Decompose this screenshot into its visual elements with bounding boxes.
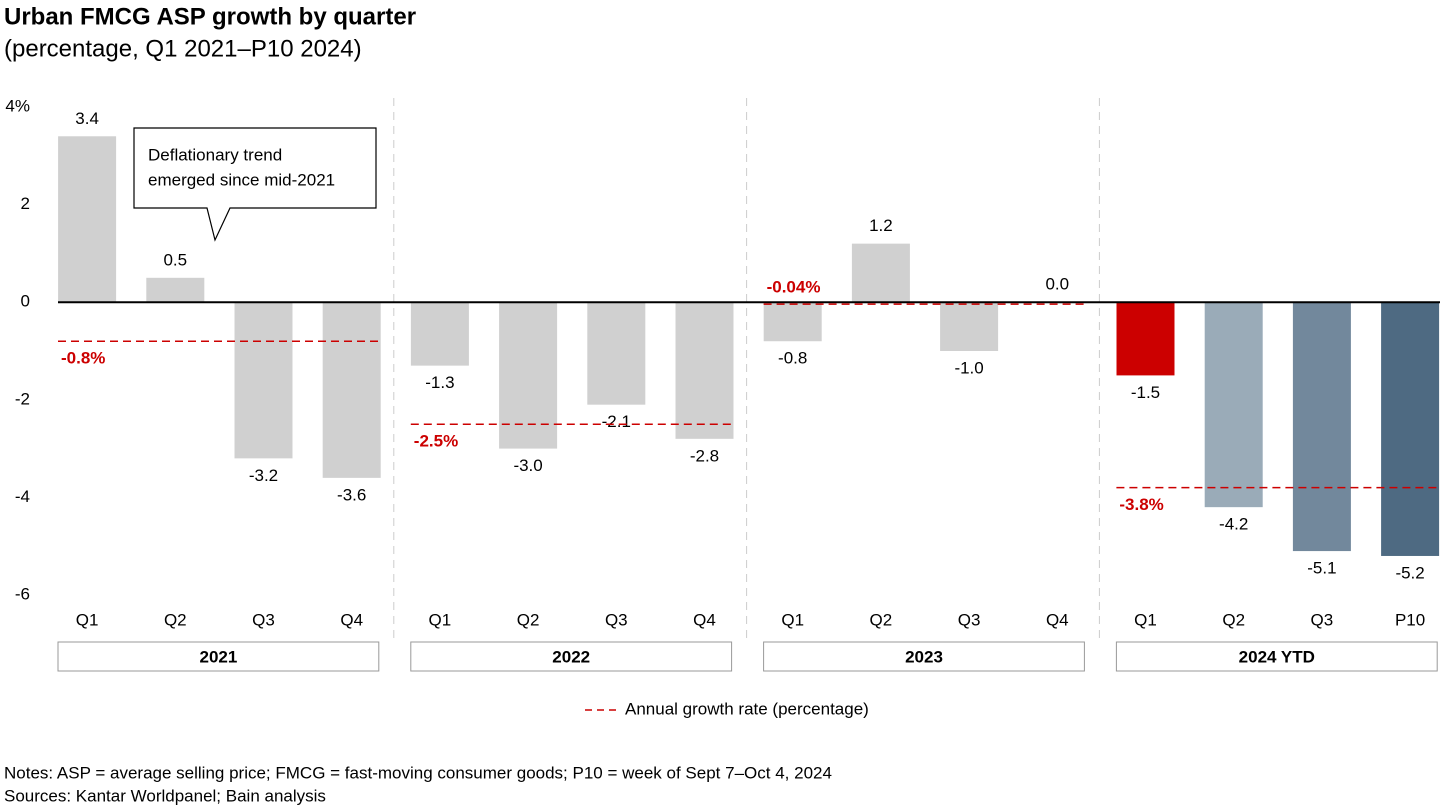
value-label: -1.5 [1131, 383, 1160, 402]
bar [234, 302, 293, 459]
chart-subtitle: (percentage, Q1 2021–P10 2024) [4, 35, 362, 62]
value-label: -5.1 [1307, 559, 1336, 578]
chart-title: Urban FMCG ASP growth by quarter [4, 3, 416, 30]
value-label: 0.0 [1045, 275, 1069, 294]
value-label: -4.2 [1219, 515, 1248, 534]
bar [499, 302, 558, 449]
bar [1292, 302, 1351, 552]
annual-rate-label: -3.8% [1119, 495, 1163, 514]
y-tick-label: 4% [5, 96, 30, 115]
x-tick-label: Q3 [958, 610, 981, 629]
group-box [1115, 641, 1438, 672]
callout-box [133, 127, 377, 242]
bar [1381, 302, 1440, 556]
x-tick-label: Q2 [517, 610, 540, 629]
x-tick-label: Q1 [76, 610, 99, 629]
x-tick-label: Q2 [870, 610, 893, 629]
annual-rate-label: -0.8% [61, 349, 105, 368]
value-label: 3.4 [75, 109, 99, 128]
y-tick-label: 2 [21, 194, 30, 213]
group-box [763, 641, 1085, 672]
bar [1204, 302, 1263, 508]
bar [410, 302, 469, 366]
x-tick-label: Q3 [605, 610, 628, 629]
value-label: -2.8 [690, 446, 719, 465]
value-label: -0.8 [778, 349, 807, 368]
bar [58, 136, 117, 303]
value-label: -1.0 [954, 358, 983, 377]
value-label: -2.1 [602, 412, 631, 431]
bar [851, 243, 910, 303]
bar [763, 302, 822, 342]
note: Sources: Kantar Worldpanel; Bain analysi… [4, 786, 326, 805]
bar [940, 302, 999, 351]
value-label: -1.3 [425, 373, 454, 392]
value-label: -3.2 [249, 466, 278, 485]
annual-rate-label: -0.04% [767, 278, 821, 297]
x-tick-label: Q4 [1046, 610, 1069, 629]
value-label: 1.2 [869, 216, 893, 235]
value-label: 0.5 [163, 250, 187, 269]
x-tick-label: Q1 [1134, 610, 1157, 629]
annual-rate-label: -2.5% [414, 432, 458, 451]
group-label: 2023 [905, 647, 943, 666]
annotation: Deflationary trend [148, 145, 282, 164]
x-tick-label: Q3 [252, 610, 275, 629]
y-tick-label: -4 [15, 487, 30, 506]
bar [587, 302, 646, 405]
group-box [57, 641, 380, 672]
group-label: 2021 [199, 647, 237, 666]
x-tick-label: Q1 [429, 610, 452, 629]
x-tick-label: Q2 [164, 610, 187, 629]
annotation: emerged since mid-2021 [148, 170, 335, 189]
value-label: -5.2 [1395, 563, 1424, 582]
group-box [410, 641, 733, 672]
group-label: 2024 YTD [1239, 647, 1315, 666]
value-label: -3.0 [513, 456, 542, 475]
y-tick-label: -6 [15, 584, 30, 603]
value-label: -3.6 [337, 485, 366, 504]
bar [675, 302, 734, 439]
legend-label: Annual growth rate (percentage) [625, 699, 869, 718]
x-tick-label: P10 [1395, 610, 1425, 629]
y-tick-label: -2 [15, 389, 30, 408]
bar [146, 277, 205, 303]
bar [322, 302, 381, 478]
x-tick-label: Q4 [340, 610, 363, 629]
note: Notes: ASP = average selling price; FMCG… [4, 763, 832, 782]
x-tick-label: Q2 [1222, 610, 1245, 629]
x-tick-label: Q3 [1311, 610, 1334, 629]
x-tick-label: Q4 [693, 610, 716, 629]
y-tick-label: 0 [21, 292, 30, 311]
x-tick-label: Q1 [781, 610, 804, 629]
bar [1116, 302, 1175, 376]
group-label: 2022 [552, 647, 590, 666]
